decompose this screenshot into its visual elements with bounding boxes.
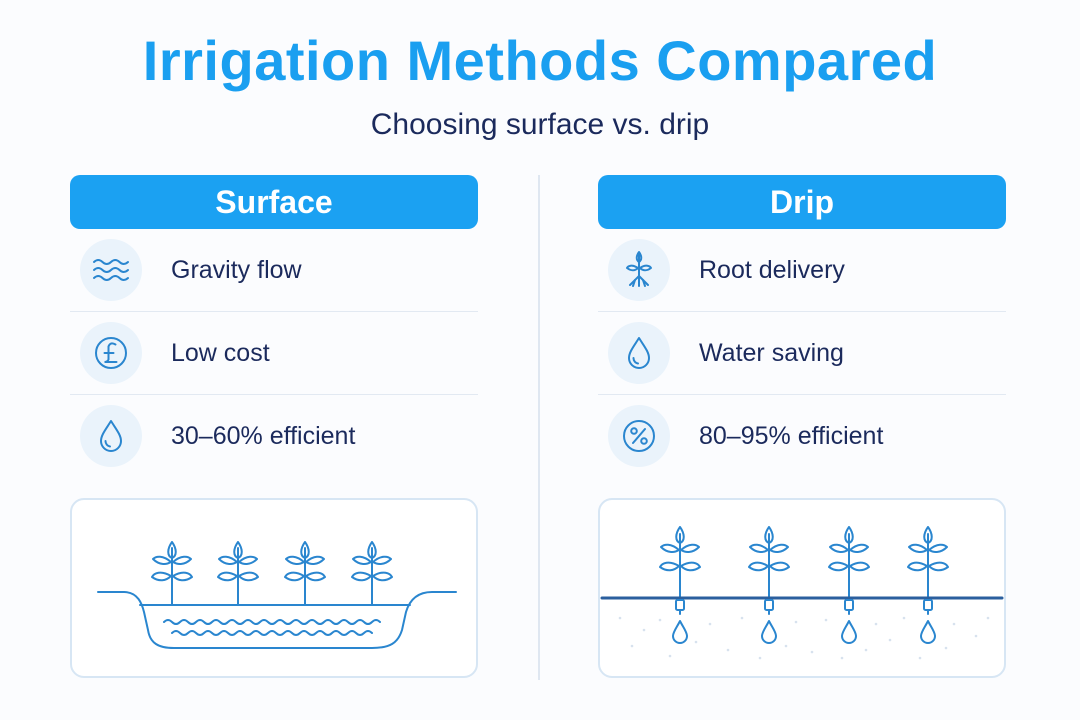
emitter-icon bbox=[764, 599, 774, 615]
emitter-icon bbox=[923, 599, 933, 615]
surface-column: Surface Gravity flow Low cost bbox=[70, 175, 478, 678]
droplet-icon bbox=[761, 620, 777, 644]
emitter-icon bbox=[675, 599, 685, 615]
pound-icon bbox=[80, 322, 142, 384]
plant-icon bbox=[828, 526, 870, 599]
soil-dots bbox=[618, 616, 990, 660]
furrow-irrigation-illustration bbox=[70, 498, 478, 678]
drip-header: Drip bbox=[598, 175, 1006, 229]
drip-label-root: Root delivery bbox=[699, 256, 845, 284]
plant-icon bbox=[748, 526, 790, 599]
plant-icon bbox=[351, 541, 393, 606]
drip-label-saving: Water saving bbox=[699, 339, 844, 367]
page-subtitle: Choosing surface vs. drip bbox=[370, 108, 710, 141]
drip-row-efficiency: 80–95% efficient bbox=[598, 395, 1006, 477]
drip-column: Drip Root delivery Water saving bbox=[598, 175, 1006, 678]
waves-icon bbox=[80, 239, 142, 301]
root-icon bbox=[608, 239, 670, 301]
emitter-icon bbox=[844, 599, 854, 615]
drip-line-illustration bbox=[598, 498, 1006, 678]
surface-header: Surface bbox=[70, 175, 478, 229]
water-drop-icon bbox=[608, 322, 670, 384]
surface-label-efficiency: 30–60% efficient bbox=[171, 422, 356, 450]
page-title: Irrigation Methods Compared bbox=[142, 29, 938, 92]
surface-row-efficiency: 30–60% efficient bbox=[70, 395, 478, 477]
plant-icon bbox=[217, 541, 259, 606]
surface-row-gravity: Gravity flow bbox=[70, 229, 478, 312]
column-divider bbox=[538, 175, 540, 680]
surface-label-cost: Low cost bbox=[171, 339, 270, 367]
surface-label-gravity: Gravity flow bbox=[171, 256, 302, 284]
plant-icon bbox=[151, 541, 193, 606]
surface-row-cost: Low cost bbox=[70, 312, 478, 395]
drip-row-saving: Water saving bbox=[598, 312, 1006, 395]
percent-icon bbox=[608, 405, 670, 467]
droplet-icon bbox=[841, 620, 857, 644]
drip-row-root: Root delivery bbox=[598, 229, 1006, 312]
plant-icon bbox=[284, 541, 326, 606]
droplet-icon bbox=[920, 620, 936, 644]
droplet-icon bbox=[672, 620, 688, 644]
drip-label-efficiency: 80–95% efficient bbox=[699, 422, 884, 450]
plant-icon bbox=[659, 526, 701, 599]
water-drop-icon bbox=[80, 405, 142, 467]
plant-icon bbox=[907, 526, 949, 599]
